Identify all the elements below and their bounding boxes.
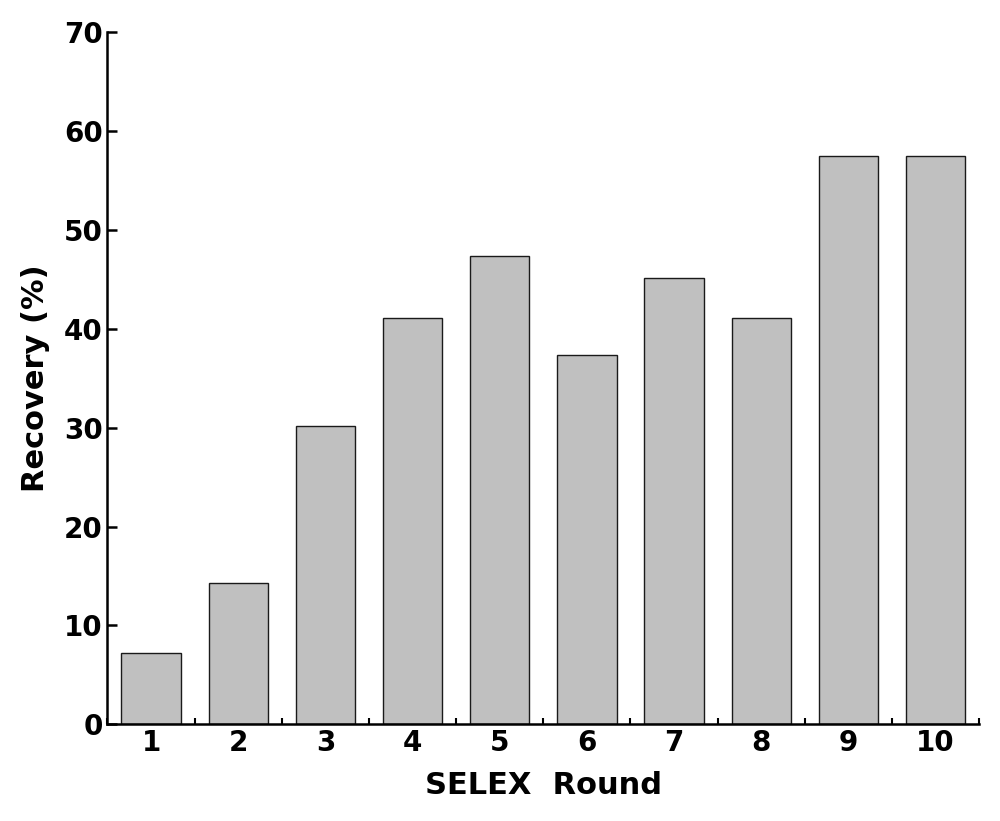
Bar: [209, 583, 268, 724]
Bar: [121, 654, 181, 724]
Bar: [470, 256, 529, 724]
Bar: [296, 425, 355, 724]
Bar: [644, 278, 704, 724]
Bar: [557, 355, 617, 724]
Bar: [732, 318, 791, 724]
Bar: [819, 155, 878, 724]
X-axis label: SELEX  Round: SELEX Round: [425, 771, 662, 800]
Y-axis label: Recovery (%): Recovery (%): [21, 264, 50, 492]
Bar: [906, 155, 965, 724]
Bar: [383, 318, 442, 724]
